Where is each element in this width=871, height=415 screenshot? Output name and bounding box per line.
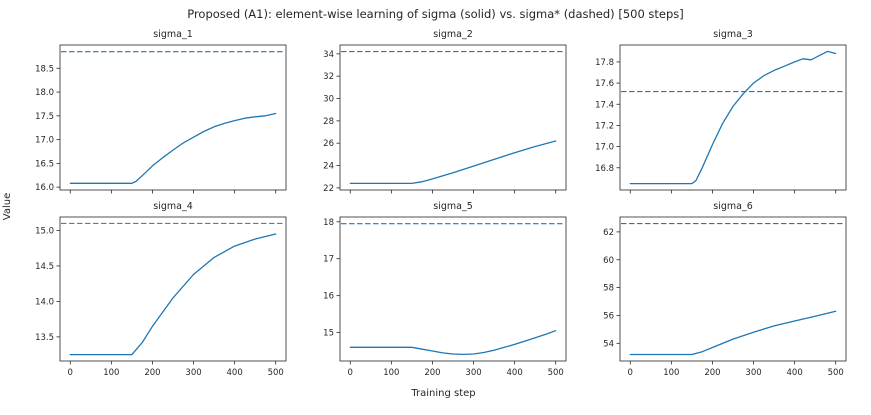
subplot-sigma_1: sigma_1 16.0 16.5 17.0 17.5 18.0 18.5: [35, 29, 287, 194]
y-tick-label: 17: [323, 255, 334, 265]
x-tick-label: 400: [787, 368, 803, 378]
y-tick-label: 60: [603, 256, 614, 266]
x-axis-label: Training step: [411, 388, 476, 399]
axes-frame: [59, 44, 287, 191]
y-tick-label: 58: [603, 284, 614, 294]
y-tick-label: 56: [603, 311, 614, 321]
axes-frame: [619, 44, 847, 191]
y-tick-label: 18.0: [35, 88, 54, 98]
subplot-title: sigma_6: [713, 201, 753, 212]
y-tick-label: 17.6: [595, 79, 614, 89]
x-tick-label: 300: [465, 368, 481, 378]
axes-frame: [619, 216, 847, 362]
y-tick-label: 13.5: [35, 333, 54, 343]
y-tick-label: 62: [603, 228, 614, 238]
axes-frame: [59, 216, 287, 362]
x-tick-label: 0: [348, 368, 353, 378]
x-tick-label: 0: [68, 368, 73, 378]
y-tick-label: 34: [323, 50, 334, 60]
y-tick-label: 16.8: [595, 164, 614, 174]
y-tick-label: 16.5: [35, 159, 54, 169]
sigma-solid-line: [629, 50, 837, 185]
subplot-title: sigma_3: [713, 29, 753, 40]
y-tick-label: 14.5: [35, 262, 54, 272]
x-tick-label: 100: [383, 368, 399, 378]
subplot-title: sigma_4: [153, 201, 193, 212]
x-tick-label: 200: [144, 368, 160, 378]
y-tick-label: 15: [323, 329, 334, 339]
x-tick-label: 300: [185, 368, 201, 378]
y-tick-label: 26: [323, 139, 334, 149]
y-tick-label: 18: [323, 218, 334, 228]
subplot-sigma_4: sigma_4 13.5 14.0 14.5 15.0 0 100 200 300 400 500: [35, 201, 287, 378]
sigma-solid-line: [629, 310, 837, 356]
subplot-grid: sigma_1 16.0 16.5 17.0 17.5 18.0 18.5 sigma_2 22…: [16, 25, 856, 387]
y-tick-label: 17.5: [35, 112, 54, 122]
plot-area: Value sigma_1 16.0 16.5 17.0 17.5 18.0 18.5 sig…: [0, 25, 871, 387]
x-tick-label: 400: [507, 368, 523, 378]
y-tick-label: 16.0: [35, 183, 54, 193]
subplot-sigma_5: sigma_5 15 16 17 18 0 100 200 300 400 500: [323, 201, 567, 378]
y-tick-label: 30: [323, 95, 334, 105]
x-tick-label: 500: [828, 368, 844, 378]
x-tick-label: 100: [103, 368, 119, 378]
x-tick-label: 300: [745, 368, 761, 378]
y-tick-label: 28: [323, 117, 334, 127]
subplot-sigma_3: sigma_3 16.8 17.0 17.2 17.4 17.6 17.8: [595, 29, 847, 194]
x-tick-label: 200: [704, 368, 720, 378]
x-tick-label: 400: [227, 368, 243, 378]
axes-frame: [339, 216, 567, 362]
subplot-title: sigma_2: [433, 29, 473, 40]
y-tick-label: 18.5: [35, 64, 54, 74]
sigma-solid-line: [349, 330, 557, 356]
subplot-title: sigma_1: [153, 29, 193, 40]
y-tick-label: 24: [323, 162, 334, 172]
y-tick-label: 17.8: [595, 58, 614, 68]
y-axis-label: Value: [2, 192, 14, 220]
subplot-sigma_6: sigma_6 54 56 58 60 62 0 100 200 300 400 500: [603, 201, 847, 378]
y-tick-label: 54: [603, 339, 614, 349]
subplot-sigma_2: sigma_2 22 24 26 28 30 32 34: [323, 29, 567, 194]
x-tick-label: 200: [424, 368, 440, 378]
sigma-solid-line: [349, 140, 557, 185]
y-tick-label: 15.0: [35, 226, 54, 236]
y-tick-label: 16: [323, 292, 334, 302]
y-tick-label: 22: [323, 184, 334, 194]
sigma-solid-line: [69, 112, 277, 184]
y-tick-label: 17.0: [35, 136, 54, 146]
subplot-title: sigma_5: [433, 201, 473, 212]
y-tick-label: 17.4: [595, 100, 614, 110]
y-tick-label: 14.0: [35, 297, 54, 307]
axes-frame: [339, 44, 567, 191]
y-tick-label: 32: [323, 72, 334, 82]
x-tick-label: 100: [663, 368, 679, 378]
figure-title: Proposed (A1): element-wise learning of …: [187, 7, 684, 21]
sigma-solid-line: [69, 233, 277, 356]
y-tick-label: 17.0: [595, 143, 614, 153]
y-tick-label: 17.2: [595, 121, 614, 131]
x-tick-label: 500: [268, 368, 284, 378]
x-tick-label: 0: [628, 368, 633, 378]
y-axis-label-strip: Value: [0, 25, 16, 387]
x-tick-label: 500: [548, 368, 564, 378]
